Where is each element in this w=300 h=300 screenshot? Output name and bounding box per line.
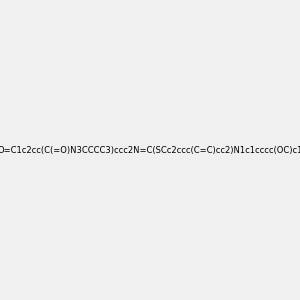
Text: O=C1c2cc(C(=O)N3CCCC3)ccc2N=C(SCc2ccc(C=C)cc2)N1c1cccc(OC)c1: O=C1c2cc(C(=O)N3CCCC3)ccc2N=C(SCc2ccc(C=… [0, 146, 300, 154]
